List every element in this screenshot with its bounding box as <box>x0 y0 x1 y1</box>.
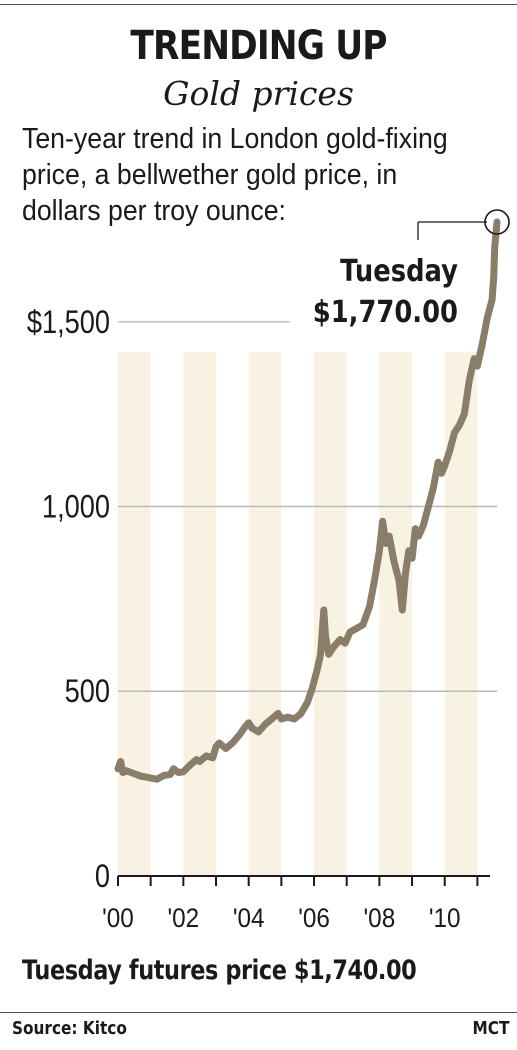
chart-title: TRENDING UP <box>130 23 387 69</box>
y-tick-label-500: 500 <box>65 674 110 710</box>
year-band-5 <box>444 352 478 876</box>
bottom-rule <box>0 1012 517 1013</box>
chart-subtitle: Gold prices <box>163 74 354 113</box>
x-tick-label-2006: '06 <box>298 904 330 933</box>
year-band-4 <box>379 352 413 876</box>
x-tick-label-2002: '02 <box>168 904 200 933</box>
agency-credit: MCT <box>472 1018 509 1039</box>
annotation-value: $1,770.00 <box>313 294 458 329</box>
y-tick-label-1000: 1,000 <box>42 489 110 525</box>
year-band-0 <box>118 352 151 876</box>
annotation-label: Tuesday <box>340 253 458 288</box>
year-band-1 <box>183 352 217 876</box>
year-band-3 <box>314 352 347 876</box>
x-tick-label-2010: '10 <box>429 904 461 933</box>
y-tick-label-1500: $1,500 <box>27 305 110 341</box>
source-credit: Source: Kitco <box>12 1018 127 1039</box>
futures-price-note: Tuesday futures price $1,740.00 <box>22 955 417 986</box>
top-rule <box>0 4 517 5</box>
x-tick-label-2008: '08 <box>364 904 396 933</box>
chart-description: Ten-year trend in London gold-fixing pri… <box>22 123 448 227</box>
gold-price-line <box>114 218 501 783</box>
x-tick-label-2004: '04 <box>233 904 265 933</box>
y-tick-label-0: 0 <box>95 859 110 895</box>
x-tick-label-2000: '00 <box>102 904 134 933</box>
year-band-2 <box>248 352 282 876</box>
